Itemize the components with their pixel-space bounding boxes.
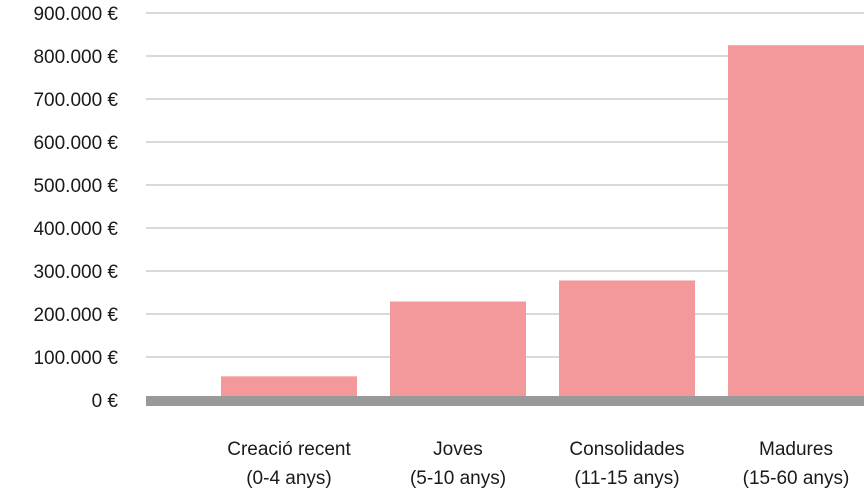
x-category-label: (11-15 anys)	[574, 468, 679, 489]
y-axis-tick-labels: 0 € 100.000 € 200.000 € 300.000 € 400.000 € 5…	[33, 4, 118, 412]
x-category-label: Creació recent	[227, 439, 351, 460]
bars	[221, 45, 864, 400]
x-category-label: (0-4 anys)	[246, 468, 332, 489]
y-tick-label: 700.000 €	[33, 90, 118, 111]
y-tick-label: 800.000 €	[33, 47, 118, 68]
y-tick-label: 100.000 €	[33, 348, 118, 369]
x-axis-baseline	[146, 396, 864, 406]
y-tick-label: 0 €	[92, 391, 119, 412]
x-category-label: Madures	[759, 439, 833, 460]
x-category-label: Joves	[433, 439, 483, 460]
y-tick-label: 500.000 €	[33, 176, 118, 197]
bar	[390, 301, 526, 400]
bar	[559, 280, 695, 400]
bar	[728, 45, 864, 400]
x-category-label: Consolidades	[569, 439, 684, 460]
x-category-label: (15-60 anys)	[743, 468, 850, 489]
bar	[221, 376, 357, 400]
y-tick-label: 300.000 €	[33, 262, 118, 283]
y-tick-label: 600.000 €	[33, 133, 118, 154]
y-tick-label: 200.000 €	[33, 305, 118, 326]
grid-lines	[146, 12, 864, 358]
y-tick-label: 400.000 €	[33, 219, 118, 240]
y-tick-label: 900.000 €	[33, 4, 118, 25]
x-category-label: (5-10 anys)	[410, 468, 506, 489]
baseline	[146, 396, 864, 406]
x-axis-category-labels: Creació recent (0-4 anys) Joves (5-10 anys)…	[227, 439, 849, 489]
